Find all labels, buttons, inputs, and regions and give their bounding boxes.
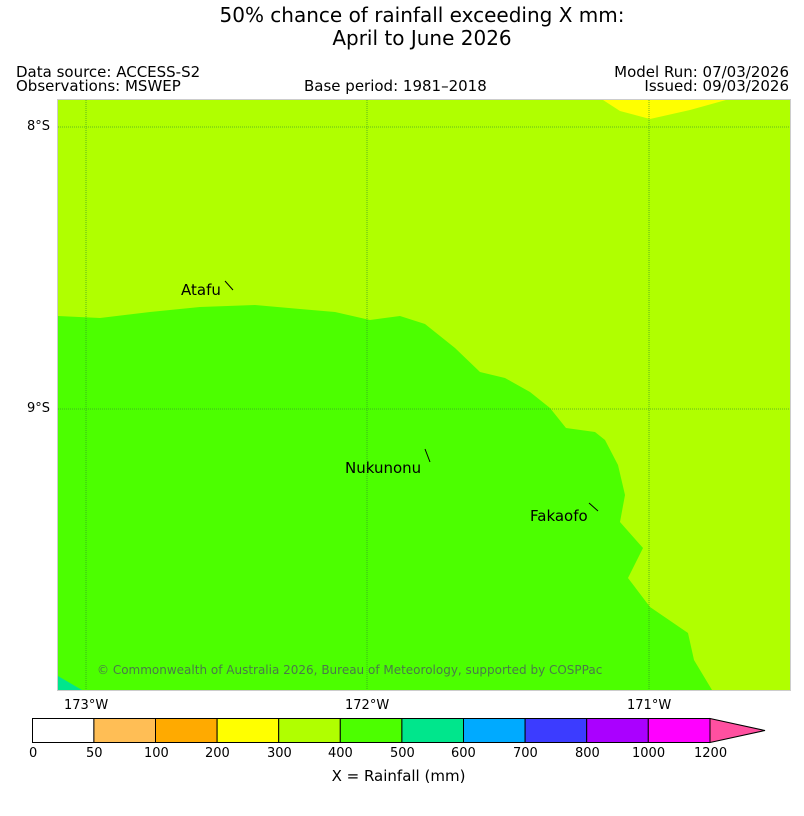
- colorbar-tick-700: 700: [513, 746, 538, 761]
- colorbar-tick-0: 0: [29, 746, 38, 761]
- base-period-text: Base period: 1981–2018: [304, 77, 487, 95]
- lon-label-172w: 172°W: [345, 698, 390, 713]
- colorbar-tick-1200: 1200: [694, 746, 728, 761]
- lon-label-173w: 173°W: [64, 698, 109, 713]
- colorbar-tick-1000: 1000: [632, 746, 666, 761]
- colorbar-tick-50: 50: [86, 746, 103, 761]
- place-label-atafu: Atafu: [181, 281, 221, 299]
- data-source-text: Data source: ACCESS-S2: [16, 63, 201, 81]
- region-400-500: [58, 305, 712, 690]
- island-leader-lines: [224, 280, 599, 512]
- colorbar-tick-500: 500: [390, 746, 415, 761]
- region-500-600: [58, 676, 82, 690]
- map-title-line1: 50% chance of rainfall exceeding X mm:: [219, 3, 625, 27]
- colorbar-tick-100: 100: [144, 746, 169, 761]
- place-label-nukunonu: Nukunonu: [345, 459, 422, 477]
- map-title-line2: April to June 2026: [332, 26, 512, 50]
- colorbar-extend-arrow: [709, 717, 766, 744]
- colorbar-tick-600: 600: [451, 746, 476, 761]
- lon-label-171w: 171°W: [627, 698, 672, 713]
- model-run-text: Model Run: 07/03/2026: [614, 63, 789, 81]
- colorbar-tick-200: 200: [205, 746, 230, 761]
- colorbar-tick-400: 400: [328, 746, 353, 761]
- colorbar-tick-300: 300: [267, 746, 292, 761]
- place-label-fakaofo: Fakaofo: [530, 507, 588, 525]
- issued-text: Issued: 09/03/2026: [644, 77, 789, 95]
- colorbar-title: X = Rainfall (mm): [331, 767, 466, 785]
- lat-label-9s: 9°S: [27, 401, 51, 416]
- colorbar-tick-800: 800: [575, 746, 600, 761]
- map-gridlines: [58, 100, 790, 690]
- copyright-text: © Commonwealth of Australia 2026, Bureau…: [97, 663, 603, 677]
- map-regions: [58, 100, 790, 690]
- map-frame-border: [57, 99, 791, 691]
- lat-label-8s: 8°S: [27, 119, 51, 134]
- region-200-300: [603, 100, 726, 119]
- colorbar: [32, 717, 766, 744]
- observations-text: Observations: MSWEP: [16, 77, 181, 95]
